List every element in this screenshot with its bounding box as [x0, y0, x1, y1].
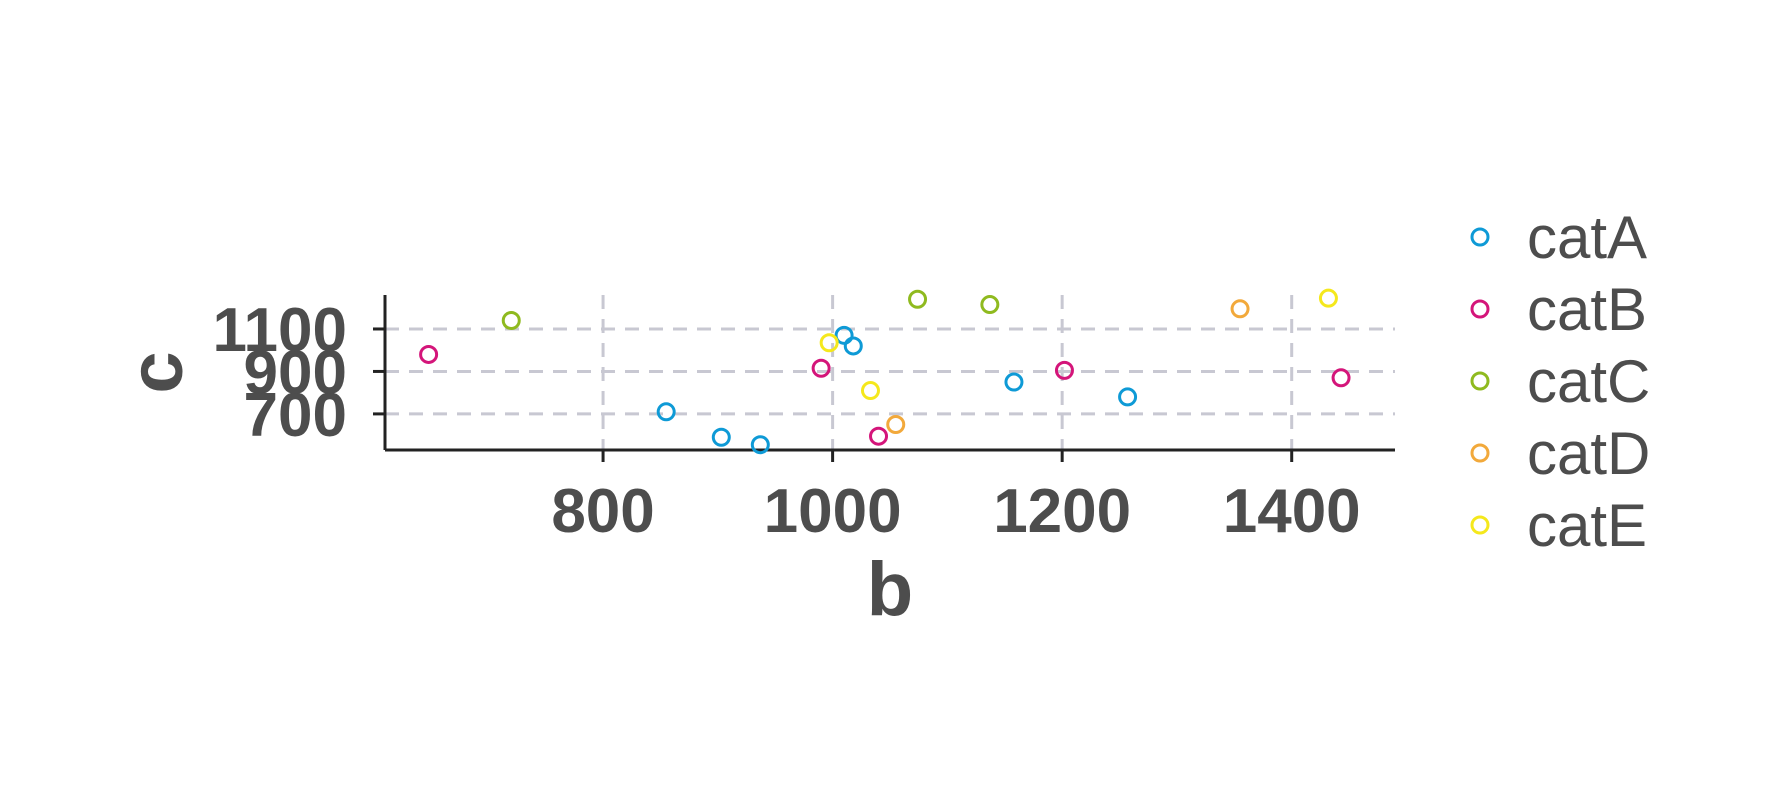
- point-catE-2: [1318, 288, 1338, 308]
- x-tick-label-1400: 1400: [1223, 477, 1361, 546]
- point-catB-4: [1331, 368, 1351, 388]
- point-catD-1: [1230, 299, 1250, 319]
- point-catC-2: [980, 295, 1000, 315]
- point-catC-1: [908, 289, 928, 309]
- legend-label-catB: catB: [1527, 276, 1647, 343]
- point-catA-3: [834, 325, 854, 345]
- point-catB-2: [869, 426, 889, 446]
- x-tick-label-1000: 1000: [764, 477, 902, 546]
- x-tick-label-1200: 1200: [993, 477, 1131, 546]
- legend-key-catB: [1470, 299, 1490, 319]
- point-catD-0: [886, 415, 906, 435]
- point-catA-6: [1118, 387, 1138, 407]
- point-catC-0: [501, 310, 521, 330]
- point-catA-0: [656, 402, 676, 422]
- point-catA-4: [843, 336, 863, 356]
- legend-label-catC: catC: [1527, 348, 1650, 415]
- point-catE-0: [819, 333, 839, 353]
- legend-label-catA: catA: [1527, 204, 1647, 271]
- point-catB-3: [1054, 360, 1074, 380]
- point-catB-0: [419, 344, 439, 364]
- legend-key-catE: [1470, 515, 1490, 535]
- point-catE-1: [860, 381, 880, 401]
- point-catA-5: [1004, 372, 1024, 392]
- legend-label-catD: catD: [1527, 420, 1650, 487]
- y-tick-label-1100: 1100: [212, 296, 347, 365]
- legend-label-catE: catE: [1527, 492, 1647, 559]
- legend-key-catD: [1470, 443, 1490, 463]
- legend-key-catC: [1470, 371, 1490, 391]
- point-catB-1: [811, 358, 831, 378]
- point-catA-2: [750, 435, 770, 455]
- legend-key-catA: [1470, 227, 1490, 247]
- y-tick-label-900: 900: [244, 338, 347, 407]
- grid-lines: [385, 295, 1395, 450]
- point-catA-1: [711, 427, 731, 447]
- y-axis-title: c: [114, 351, 199, 393]
- data-points: [419, 288, 1351, 455]
- y-tick-label-700: 700: [244, 381, 347, 450]
- x-tick-label-800: 800: [551, 477, 654, 546]
- x-axis-title: b: [867, 547, 913, 632]
